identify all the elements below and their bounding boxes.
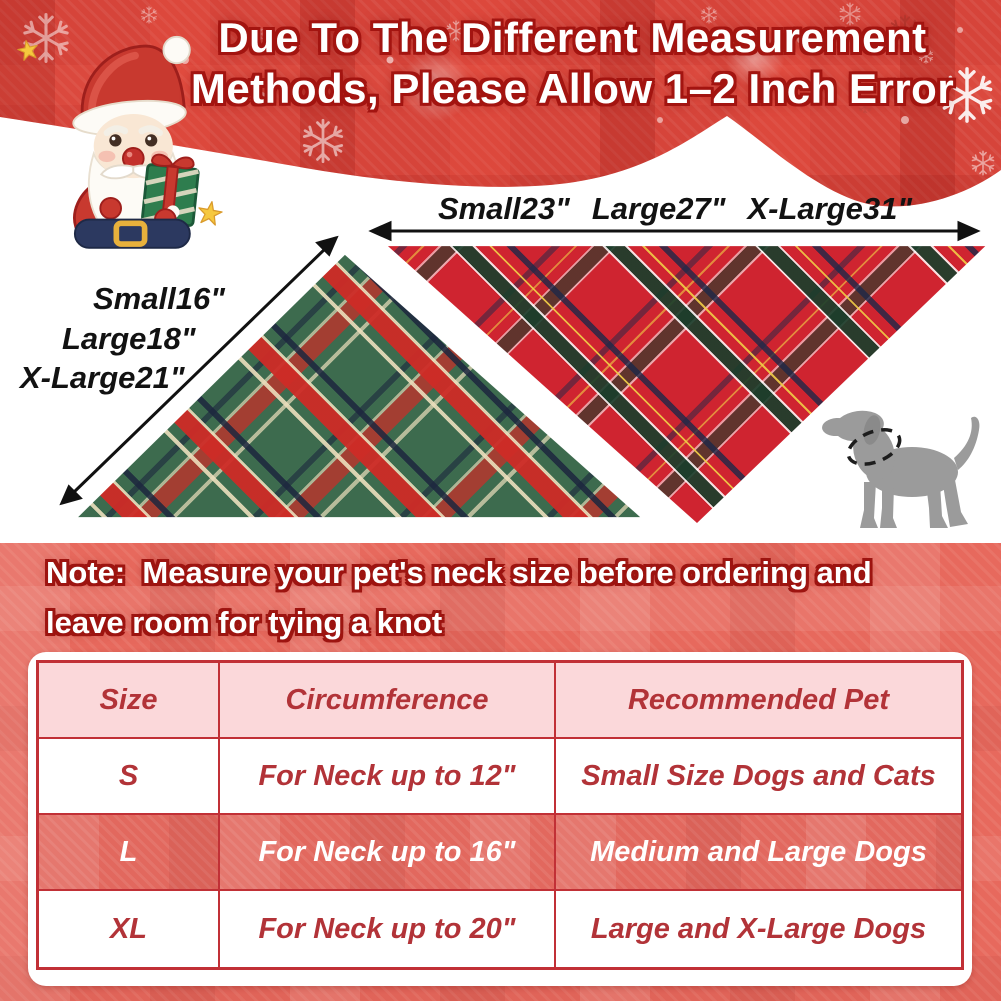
star-icon xyxy=(17,39,38,61)
hat-pompom xyxy=(162,35,191,65)
size-chart-table: Size Circumference Recommended Pet S For… xyxy=(36,660,964,970)
cell-recommended-xl: Large and X-Large Dogs xyxy=(590,912,927,945)
banner-heading-line2: Methods, Please Allow 1–2 Inch Error xyxy=(190,65,955,112)
soft-glow xyxy=(725,28,785,88)
size-label-large: Large18" xyxy=(62,321,196,356)
column-header-circumference: Circumference xyxy=(220,663,556,739)
star-icon xyxy=(198,201,223,226)
snow-dots xyxy=(181,27,963,124)
size-label-large: Large27" xyxy=(591,191,726,226)
long-side-size-labels: Small23" Large27" X-Large31" xyxy=(430,191,920,227)
cell-recommended-l: Medium and Large Dogs xyxy=(556,815,961,891)
column-header-recommended-pet: Recommended Pet xyxy=(556,663,961,739)
banner-decorations xyxy=(0,0,1001,215)
cell-size-xl: XL xyxy=(39,891,220,967)
santa-illustration xyxy=(72,35,200,249)
cell-size-l: L xyxy=(39,815,220,891)
top-banner xyxy=(0,0,1001,215)
note-section: Note: Measure your pet's neck size befor… xyxy=(0,543,1001,1001)
size-chart-card: Size Circumference Recommended Pet S For… xyxy=(28,652,972,986)
size-label-xlarge: X-Large31" xyxy=(747,191,913,226)
cell-circumference-xl: For Neck up to 20" xyxy=(220,891,556,967)
dog-silhouette xyxy=(822,410,980,528)
cell-circumference-l: For Neck up to 16" xyxy=(220,815,556,891)
cell-recommended-s: Small Size Dogs and Cats xyxy=(556,739,961,815)
note-line1: Note: Measure your pet's neck size befor… xyxy=(46,555,872,590)
note-line2: leave room for tying a knot xyxy=(46,605,443,640)
cell-size-s: S xyxy=(39,739,220,815)
size-label-xlarge: X-Large21" xyxy=(20,360,185,395)
size-label-small: Small16" xyxy=(93,281,225,316)
soft-glow xyxy=(400,50,472,122)
size-label-small: Small23" xyxy=(437,191,570,226)
cell-circumference-s: For Neck up to 12" xyxy=(220,739,556,815)
banner-heading-line1: Due To The Different Measurement xyxy=(218,14,927,61)
banner-heading: Due To The Different Measurement Methods… xyxy=(185,12,960,114)
neck-measure-dashed-ellipse xyxy=(846,428,902,466)
column-header-size: Size xyxy=(39,663,220,739)
belt-buckle xyxy=(113,220,148,247)
